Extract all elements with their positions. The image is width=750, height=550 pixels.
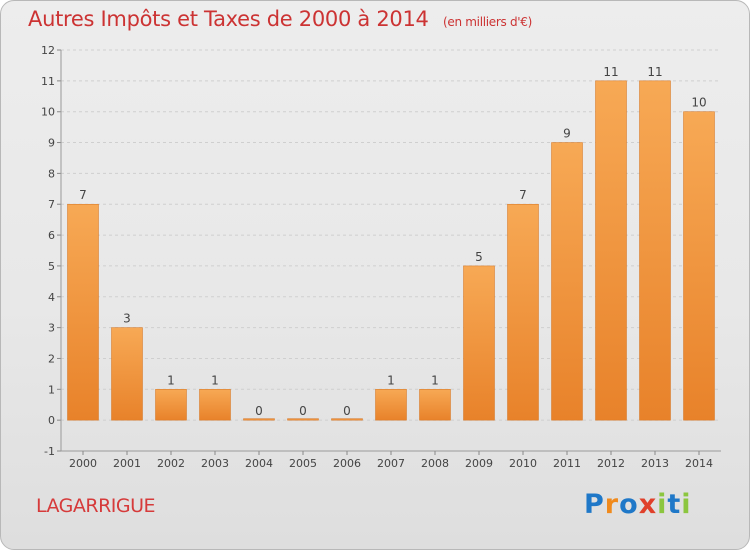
bar (287, 418, 319, 421)
logo-letter: x (638, 489, 658, 520)
y-tick-label: 3 (48, 322, 55, 335)
bar-value-label: 1 (211, 373, 219, 387)
bar (463, 265, 495, 421)
bar (551, 142, 583, 421)
logo-letter: P (584, 489, 605, 520)
logo-letter: o (619, 489, 639, 520)
y-tick-label: -1 (44, 445, 55, 458)
chart-title: Autres Impôts et Taxes de 2000 à 2014 (28, 7, 429, 31)
x-tick-label: 2008 (421, 457, 449, 470)
bar (507, 203, 539, 421)
y-tick-label: 7 (48, 198, 55, 211)
y-tick-label: 1 (48, 383, 55, 396)
bar (111, 327, 143, 421)
logo-letter: r (604, 489, 620, 520)
x-tick-label: 2010 (509, 457, 537, 470)
logo-letter: i (657, 489, 668, 520)
y-tick-label: 8 (48, 167, 55, 180)
x-tick-label: 2011 (553, 457, 581, 470)
bar (595, 80, 627, 421)
logo-letter: t (667, 489, 682, 520)
y-tick-label: 10 (41, 106, 55, 119)
bar (639, 80, 671, 421)
x-tick-label: 2003 (201, 457, 229, 470)
bar (419, 389, 451, 421)
bar-value-label: 9 (563, 127, 571, 141)
bar-value-label: 3 (123, 312, 131, 326)
bar-value-label: 1 (387, 373, 395, 387)
y-tick-label: 0 (48, 414, 55, 427)
bar-value-label: 1 (167, 373, 175, 387)
bar (67, 203, 99, 421)
x-tick-label: 2006 (333, 457, 361, 470)
bar-value-label: 0 (343, 404, 351, 418)
bar (375, 389, 407, 421)
x-tick-label: 2012 (597, 457, 625, 470)
bar-value-label: 7 (79, 188, 87, 202)
bar-value-label: 0 (255, 404, 263, 418)
x-tick-label: 2005 (289, 457, 317, 470)
chart-title-block: Autres Impôts et Taxes de 2000 à 2014 (e… (28, 7, 532, 31)
y-tick-label: 4 (48, 291, 55, 304)
x-tick-label: 2013 (641, 457, 669, 470)
y-tick-label: 11 (41, 75, 55, 88)
y-tick-label: 5 (48, 260, 55, 273)
x-tick-label: 2001 (113, 457, 141, 470)
bar-value-label: 1 (431, 373, 439, 387)
y-tick-label: 9 (48, 137, 55, 150)
bar-value-label: 11 (647, 65, 662, 79)
x-tick-label: 2009 (465, 457, 493, 470)
bar-value-label: 11 (603, 65, 618, 79)
y-tick-label: 2 (48, 352, 55, 365)
chart-subtitle: (en milliers d'€) (443, 15, 533, 29)
x-tick-label: 2002 (157, 457, 185, 470)
y-tick-label: 12 (41, 44, 55, 57)
y-tick-label: 6 (48, 229, 55, 242)
x-tick-label: 2007 (377, 457, 405, 470)
bar (243, 418, 275, 421)
proxiti-logo: Proxiti (584, 489, 692, 520)
bar-value-label: 5 (475, 250, 483, 264)
bar (331, 418, 363, 421)
x-tick-label: 2000 (69, 457, 97, 470)
bar-value-label: 7 (519, 188, 527, 202)
bar (155, 389, 187, 421)
bar-value-label: 10 (691, 96, 706, 110)
bar (683, 111, 715, 421)
x-tick-label: 2004 (245, 457, 273, 470)
bar-value-label: 0 (299, 404, 307, 418)
x-tick-label: 2014 (685, 457, 713, 470)
logo-letter: i (681, 489, 692, 520)
commune-name: LAGARRIGUE (36, 495, 156, 517)
bar (199, 389, 231, 421)
